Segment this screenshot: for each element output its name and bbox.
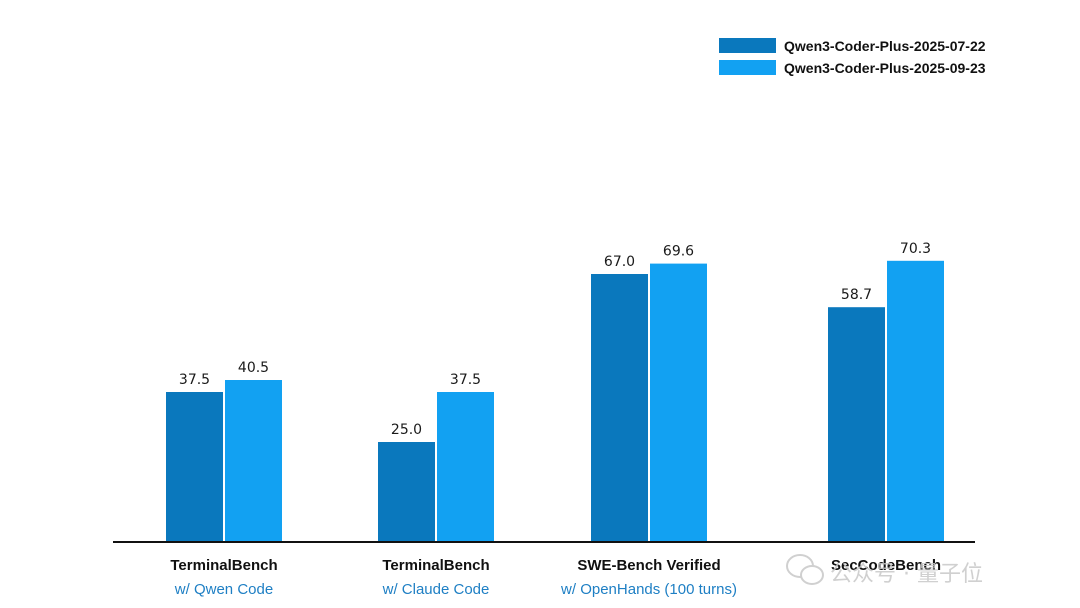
watermark-text: 公众号 · 量子位 — [830, 562, 983, 587]
data-label-1-cat-3: 67.0 — [604, 254, 635, 270]
data-label-2-cat-2: 37.5 — [450, 372, 481, 388]
data-label-2-cat-3: 69.6 — [663, 244, 694, 260]
wechat-icon — [786, 554, 824, 585]
category-sublabel-2: w/ Claude Code — [382, 581, 490, 598]
bars-layer — [166, 260, 944, 542]
legend: Qwen3-Coder-Plus-2025-07-22 Qwen3-Coder-P… — [719, 38, 986, 76]
legend-label-1: Qwen3-Coder-Plus-2025-07-22 — [784, 38, 986, 54]
bar-2-cat-2 — [437, 392, 494, 542]
legend-swatch-1 — [719, 38, 776, 53]
bar-1-cat-1 — [166, 392, 223, 542]
bar-1-cat-4 — [828, 307, 885, 542]
data-label-1-cat-4: 58.7 — [841, 287, 872, 303]
category-label-4: SecCodeBench — [831, 557, 941, 574]
data-label-1-cat-1: 37.5 — [179, 372, 210, 388]
category-label-1: TerminalBench — [170, 557, 277, 574]
data-label-2-cat-4: 70.3 — [900, 241, 931, 257]
bar-2-cat-4 — [887, 260, 944, 542]
category-sublabel-1: w/ Qwen Code — [174, 581, 273, 598]
legend-label-2: Qwen3-Coder-Plus-2025-09-23 — [784, 60, 986, 76]
legend-swatch-2 — [719, 60, 776, 75]
value-labels-layer: 37.5 40.5 25.0 37.5 67.0 69.6 58.7 70.3 — [179, 241, 931, 438]
category-labels-layer: TerminalBench w/ Qwen Code TerminalBench w/… — [170, 557, 941, 598]
bar-1-cat-3 — [591, 274, 648, 542]
watermark: 公众号 · 量子位 — [786, 554, 983, 587]
bar-1-cat-2 — [378, 442, 435, 542]
data-label-1-cat-2: 25.0 — [391, 422, 422, 438]
category-label-3: SWE-Bench Verified — [577, 557, 720, 574]
data-label-2-cat-1: 40.5 — [238, 360, 269, 376]
category-sublabel-3: w/ OpenHands (100 turns) — [560, 581, 737, 598]
bar-2-cat-1 — [225, 380, 282, 542]
category-label-2: TerminalBench — [382, 557, 489, 574]
bar-2-cat-3 — [650, 263, 707, 542]
